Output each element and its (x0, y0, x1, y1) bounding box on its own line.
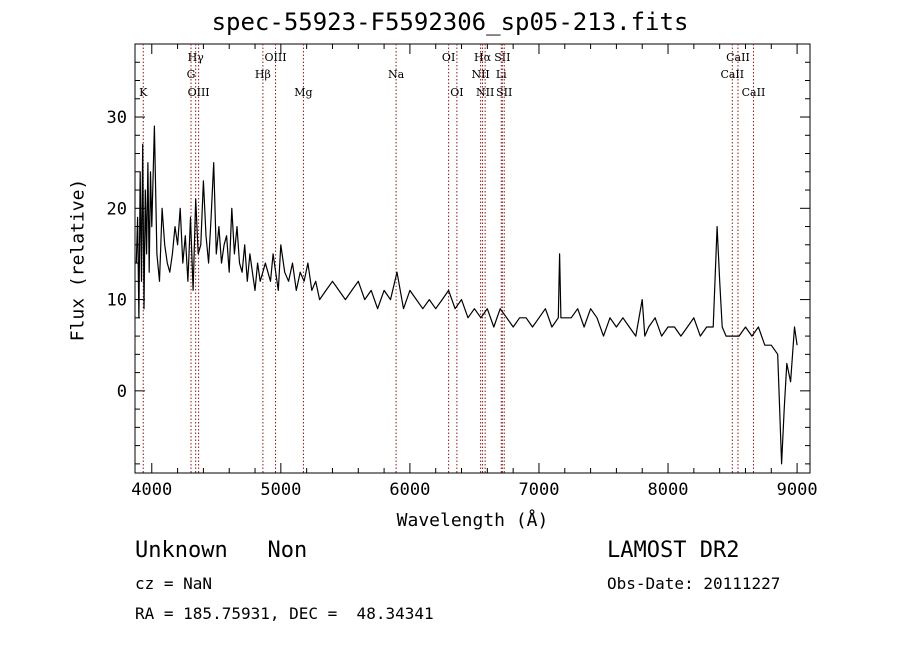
spectral-line-label: OIII (265, 51, 287, 64)
spectral-line-label: SII (496, 86, 512, 99)
spectral-line-label: Li (496, 68, 507, 81)
survey-name: LAMOST DR2 (607, 538, 740, 563)
object-class: Unknown Non (135, 538, 308, 563)
x-tick-label: 5000 (260, 480, 301, 500)
x-axis-label: Wavelength (Å) (396, 510, 549, 531)
spectral-line-label: Mg (294, 86, 312, 99)
redshift-cz: cz = NaN (135, 574, 213, 593)
spectral-line-label: Hβ (255, 68, 271, 81)
spectral-line-label: Hγ (188, 51, 205, 64)
spectral-line-label: G (187, 68, 196, 81)
spectral-line-label: NII (471, 68, 489, 81)
obs-date: Obs-Date: 20111227 (607, 574, 781, 593)
y-axis-label: Flux (relative) (67, 178, 89, 342)
spectral-line-label: NII (476, 86, 494, 99)
spectral-line-label: CaII (726, 51, 750, 64)
chart-title: spec-55923-F5592306_sp05-213.fits (211, 8, 689, 36)
y-tick-label: 20 (107, 199, 127, 219)
spectral-line-label: OI (442, 51, 455, 64)
spectral-line-label: SII (494, 51, 510, 64)
y-tick-label: 10 (107, 291, 127, 311)
spectrum-line (135, 125, 798, 465)
spectral-line-label: OI (450, 86, 463, 99)
spectral-line-label: CaII (742, 86, 766, 99)
y-tick-label: 0 (117, 382, 127, 402)
spectral-line-label: OIII (188, 86, 210, 99)
x-tick-label: 4000 (131, 480, 172, 500)
x-tick-label: 6000 (389, 480, 430, 500)
spectral-line-label: Na (388, 68, 405, 81)
spectral-line-label: Hα (474, 51, 492, 64)
ra-dec-coords: RA = 185.75931, DEC = 48.34341 (135, 604, 434, 623)
y-tick-label: 30 (107, 108, 127, 128)
plot-frame (134, 43, 811, 474)
spectral-line-label: CaII (720, 68, 744, 81)
x-tick-label: 8000 (648, 480, 689, 500)
x-tick-label: 7000 (518, 480, 559, 500)
spectral-line-label: K (139, 86, 148, 99)
x-tick-label: 9000 (777, 480, 818, 500)
